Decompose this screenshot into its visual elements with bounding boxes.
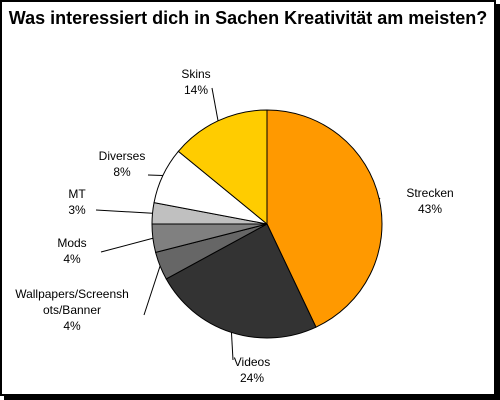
slice-label: Diverses 8% [99,149,146,179]
chart-title: Was interessiert dich in Sachen Kreativi… [8,8,488,28]
slice-label: Wallpapers/Screensh ots/Banner 4% [15,287,129,333]
leader-line [211,87,219,121]
pie-slice-strecken [266,109,383,328]
slice-label: MT 3% [68,187,86,217]
leader-line [143,265,161,316]
leader-line [230,332,234,361]
slice-label: Videos 24% [234,355,270,385]
leader-line [95,209,153,214]
slice-label: Mods 4% [57,236,86,266]
leader-line [378,197,381,200]
slice-label: Strecken 43% [406,186,453,216]
slice-label: Skins 14% [181,67,210,97]
leader-line [100,237,154,253]
